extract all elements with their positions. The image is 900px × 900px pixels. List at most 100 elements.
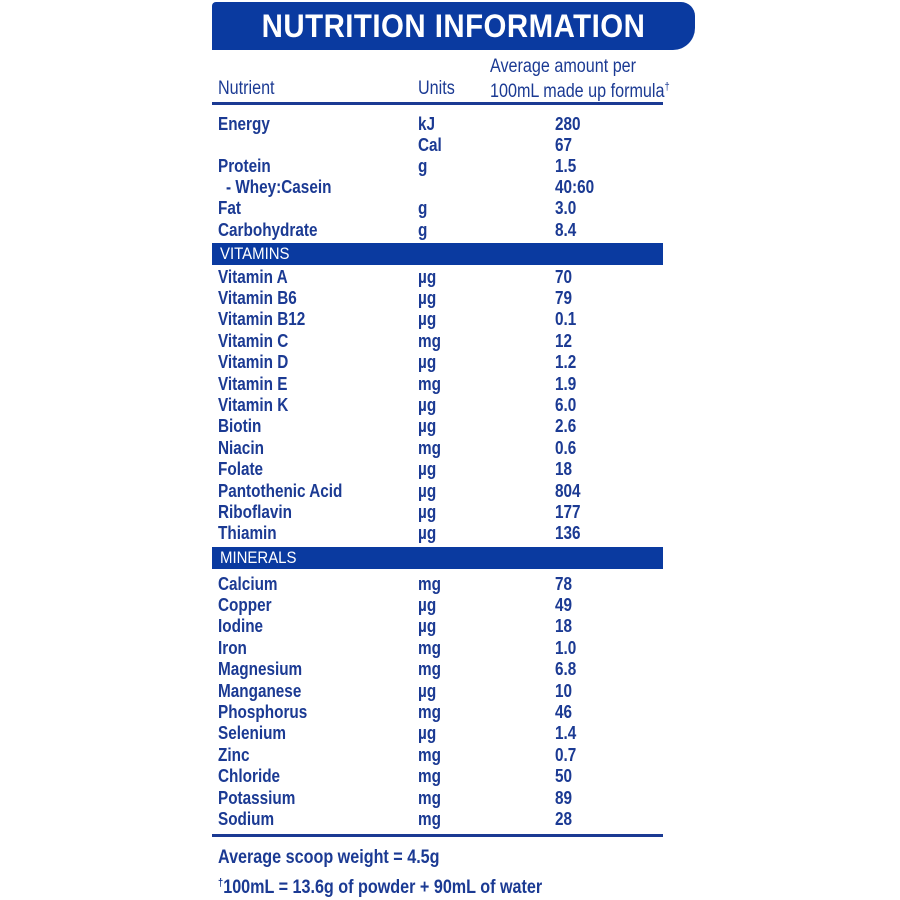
- nutrient-row: Vitamin K µg 6.0: [212, 395, 663, 416]
- nutrient-name: Copper: [218, 594, 272, 615]
- amount-header-line2: 100mL made up formula: [490, 81, 665, 103]
- nutrient-unit: µg: [418, 680, 437, 701]
- dagger-mark: †: [218, 877, 224, 889]
- scoop-weight-text: Average scoop weight = 4.5g: [218, 847, 440, 868]
- nutrient-name: Sodium: [218, 808, 275, 829]
- nutrient-value: 177: [555, 501, 581, 522]
- nutrient-value: 40:60: [555, 177, 595, 198]
- nutrient-value: 804: [555, 480, 581, 501]
- nutrient-unit: g: [418, 155, 428, 176]
- nutrient-row: Phosphorus mg 46: [212, 702, 663, 723]
- nutrient-value: 280: [555, 113, 581, 134]
- nutrient-row: Energy kJ 280: [212, 114, 663, 135]
- vitamins-label: VITAMINS: [220, 244, 290, 263]
- nutrient-row: Pantothenic Acid µg 804: [212, 481, 663, 502]
- nutrient-unit: µg: [418, 480, 437, 501]
- nutrient-row: Folate µg 18: [212, 459, 663, 480]
- nutrient-unit: µg: [418, 501, 437, 522]
- preparation-note: †100mL = 13.6g of powder + 90mL of water: [218, 872, 599, 899]
- header-rule: [212, 102, 663, 105]
- nutrient-value: 78: [555, 573, 573, 594]
- nutrient-unit: µg: [418, 309, 437, 330]
- nutrient-name: Fat: [218, 198, 241, 219]
- nutrient-row: Sodium mg 28: [212, 809, 663, 830]
- nutrient-name: Energy: [218, 113, 270, 134]
- nutrient-name: Selenium: [218, 723, 287, 744]
- nutrient-row: Fat g 3.0: [212, 198, 663, 219]
- nutrient-value: 1.4: [555, 723, 577, 744]
- nutrient-name: Vitamin E: [218, 373, 288, 394]
- nutrient-row: Iodine µg 18: [212, 616, 663, 637]
- nutrient-row: Copper µg 49: [212, 595, 663, 616]
- nutrient-unit: µg: [418, 459, 437, 480]
- nutrient-value: 10: [555, 680, 573, 701]
- nutrient-header-text: Nutrient: [218, 78, 275, 99]
- nutrient-value: 46: [555, 701, 573, 722]
- nutrient-value: 0.7: [555, 744, 577, 765]
- nutrient-unit: g: [418, 198, 428, 219]
- panel-title-text: NUTRITION INFORMATION: [261, 8, 646, 44]
- units-header-text: Units: [418, 78, 455, 99]
- nutrient-name: - Whey:Casein: [226, 177, 332, 198]
- nutrient-row: Riboflavin µg 177: [212, 502, 663, 523]
- nutrient-row: Protein g 1.5: [212, 156, 663, 177]
- nutrient-row: Zinc mg 0.7: [212, 745, 663, 766]
- nutrient-value: 1.9: [555, 373, 577, 394]
- column-header-units: Units: [418, 79, 461, 99]
- nutrient-row: Vitamin B6 µg 79: [212, 288, 663, 309]
- nutrient-name: Vitamin B6: [218, 287, 297, 308]
- nutrient-value: 49: [555, 594, 573, 615]
- nutrient-name: Thiamin: [218, 523, 277, 544]
- nutrient-value: 6.8: [555, 659, 577, 680]
- nutrient-unit: µg: [418, 594, 437, 615]
- nutrient-row: Carbohydrate g 8.4: [212, 220, 663, 241]
- nutrient-unit: mg: [418, 437, 441, 458]
- nutrient-name: Folate: [218, 459, 264, 480]
- nutrient-unit: µg: [418, 723, 437, 744]
- nutrient-row: Calcium mg 78: [212, 574, 663, 595]
- nutrient-unit: mg: [418, 808, 441, 829]
- nutrient-name: Iron: [218, 637, 247, 658]
- nutrient-row: Magnesium mg 6.8: [212, 659, 663, 680]
- nutrient-unit: mg: [418, 373, 441, 394]
- nutrient-name: Vitamin B12: [218, 309, 306, 330]
- nutrient-name: Phosphorus: [218, 701, 308, 722]
- preparation-text: 100mL = 13.6g of powder + 90mL of water: [223, 877, 543, 899]
- nutrient-row: - Whey:Casein 40:60: [212, 177, 663, 198]
- nutrient-unit: µg: [418, 523, 437, 544]
- dagger-mark: †: [664, 81, 670, 93]
- nutrient-row: Vitamin A µg 70: [212, 267, 663, 288]
- nutrient-name: Carbohydrate: [218, 219, 318, 240]
- nutrient-row: Niacin mg 0.6: [212, 438, 663, 459]
- amount-header-line2-wrap: 100mL made up formula†: [490, 77, 670, 102]
- panel-title: NUTRITION INFORMATION: [212, 2, 695, 50]
- nutrient-value: 136: [555, 523, 581, 544]
- nutrient-unit: mg: [418, 701, 441, 722]
- nutrient-value: 18: [555, 616, 573, 637]
- nutrient-value: 6.0: [555, 394, 577, 415]
- nutrient-unit: mg: [418, 787, 441, 808]
- nutrient-name: Riboflavin: [218, 501, 292, 522]
- nutrient-value: 1.2: [555, 352, 577, 373]
- nutrient-value: 3.0: [555, 198, 577, 219]
- nutrient-unit: µg: [418, 352, 437, 373]
- nutrient-unit: µg: [418, 616, 437, 637]
- nutrient-value: 70: [555, 266, 573, 287]
- scoop-weight-note: Average scoop weight = 4.5g: [218, 847, 479, 869]
- amount-header-line1: Average amount per: [490, 56, 637, 77]
- nutrient-name: Vitamin A: [218, 266, 288, 287]
- nutrient-value: 2.6: [555, 416, 577, 437]
- nutrient-name: Protein: [218, 155, 271, 176]
- nutrient-row: Potassium mg 89: [212, 788, 663, 809]
- nutrient-row: Manganese µg 10: [212, 681, 663, 702]
- nutrient-unit: mg: [418, 330, 441, 351]
- nutrient-row: Thiamin µg 136: [212, 523, 663, 544]
- nutrient-row: Vitamin B12 µg 0.1: [212, 309, 663, 330]
- column-header-amount: Average amount per 100mL made up formula…: [490, 57, 701, 102]
- nutrient-value: 89: [555, 787, 573, 808]
- nutrient-name: Vitamin D: [218, 352, 289, 373]
- nutrient-value: 0.1: [555, 309, 577, 330]
- nutrient-value: 12: [555, 330, 573, 351]
- nutrient-unit: µg: [418, 287, 437, 308]
